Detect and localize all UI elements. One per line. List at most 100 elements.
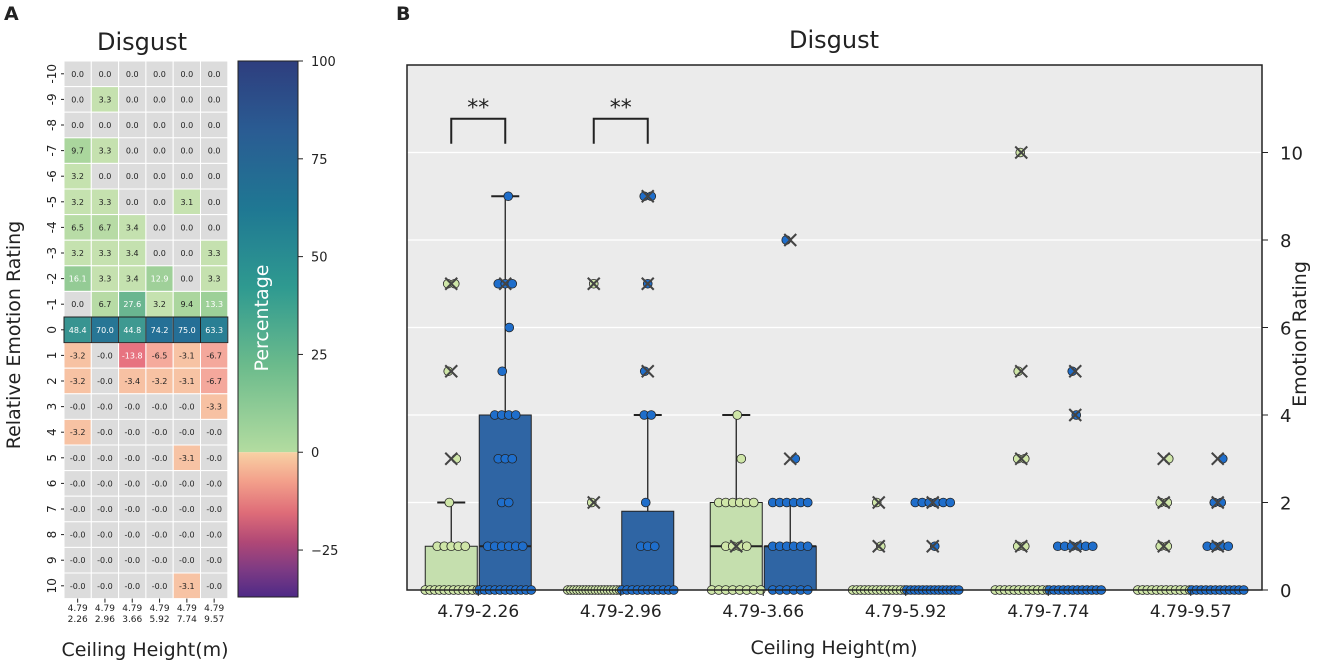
heatmap-cell-label: 0.0 — [99, 121, 112, 130]
heatmap-row-label: 1 — [45, 352, 59, 360]
heatmap-cell — [63, 316, 92, 344]
heatmap-cell-label: 3.4 — [126, 249, 139, 258]
heatmap-cell-label: -13.8 — [122, 351, 143, 360]
heatmap-cell-label: 0.0 — [180, 223, 193, 232]
heatmap-col-label: 9.57 — [204, 615, 224, 625]
heatmap-cell-label: 3.3 — [99, 249, 112, 258]
heatmap-cell — [118, 342, 147, 369]
mean-marker — [1068, 364, 1082, 378]
heatmap-cell-label: 0.0 — [126, 95, 139, 104]
heatmap-cell-label: -0.0 — [179, 505, 195, 514]
heatmap-cell — [145, 393, 174, 420]
heatmap-cell — [200, 521, 229, 548]
heatmap-cell-label: 12.9 — [151, 275, 169, 284]
heatmap-cell-label: -3.1 — [179, 351, 195, 360]
heatmap-cell-label: -0.0 — [179, 428, 195, 437]
heatmap-cell — [200, 265, 229, 292]
heatmap-cell — [118, 239, 147, 267]
data-point — [507, 453, 518, 464]
y-tick-label: 6 — [1280, 319, 1291, 340]
heatmap-cell-label: -0.0 — [206, 479, 222, 488]
data-point — [504, 322, 515, 333]
heatmap-cell-label: 3.3 — [99, 147, 112, 156]
heatmap-cell — [145, 521, 174, 548]
heatmap-cell — [118, 265, 147, 292]
heatmap-cell-label: -0.0 — [97, 377, 113, 386]
heatmap-cell-label: 0.0 — [208, 121, 221, 130]
heatmap-cell — [145, 418, 174, 446]
heatmap-cell-label: 0.0 — [180, 172, 193, 181]
heatmap-cell — [90, 265, 120, 292]
mean-marker — [1014, 364, 1028, 378]
heatmap-cell-label: 0.0 — [126, 70, 139, 79]
heatmap-cell-label: 3.2 — [71, 172, 84, 181]
data-point — [802, 497, 813, 508]
mean-marker — [926, 539, 940, 553]
heatmap-cell-label: 0.0 — [153, 147, 166, 156]
colorbar-label: Percentage — [251, 265, 273, 372]
heatmap-cell — [145, 86, 174, 113]
heatmap-cell-label: 0.0 — [153, 95, 166, 104]
colorbar-tick-label: 100 — [311, 55, 336, 70]
mean-marker — [926, 495, 940, 510]
heatmap-cell — [200, 418, 229, 446]
heatmap-cell-label: 0.0 — [99, 172, 112, 181]
heatmap-cell-label: 9.7 — [71, 147, 84, 156]
boxplot-title: Disgust — [789, 26, 879, 54]
heatmap-title: Disgust — [97, 28, 187, 56]
heatmap-cell-label: 0.0 — [71, 300, 84, 309]
heatmap-cell-label: -3.2 — [152, 377, 168, 386]
heatmap-cell-label: -0.0 — [124, 556, 140, 565]
mean-marker — [1157, 452, 1171, 466]
data-point — [586, 497, 597, 508]
data-point — [1087, 541, 1098, 552]
heatmap-cell — [172, 162, 201, 190]
heatmap-cell — [200, 86, 229, 113]
heatmap-cell — [200, 572, 229, 600]
heatmap-cell-label: 6.7 — [99, 223, 112, 232]
mean-markers — [444, 145, 1225, 553]
mean-marker — [444, 277, 458, 291]
mean-marker — [587, 495, 601, 510]
data-point — [646, 410, 657, 420]
heatmap-cell-label: 3.3 — [208, 249, 221, 258]
heatmap-cell-label: -0.0 — [152, 531, 168, 540]
heatmap-cell-label: -0.0 — [70, 531, 86, 540]
heatmap-cell — [90, 470, 120, 497]
heatmap-row-label: -1 — [45, 298, 59, 310]
heatmap-cell-label: 3.2 — [71, 249, 84, 258]
heatmap-cell-label: 0.0 — [180, 147, 193, 156]
heatmap-cell — [200, 495, 229, 523]
heatmap-cell-label: -0.0 — [97, 351, 113, 360]
heatmap-cell-label: -0.0 — [124, 479, 140, 488]
data-point — [507, 278, 518, 289]
heatmap-cell — [200, 316, 229, 344]
colorbar-ticks: 100 75 50 25 0 −25 — [298, 55, 338, 559]
heatmap-cell — [200, 214, 229, 241]
heatmap-cell — [63, 444, 92, 472]
mean-marker — [1014, 145, 1028, 160]
heatmap-col-label: 2.26 — [68, 615, 88, 625]
heatmap-row-label: 3 — [45, 403, 59, 411]
heatmap-cell-label: 6.7 — [99, 300, 112, 309]
heatmap-cell-label: 0.0 — [208, 223, 221, 232]
heatmap-row-label: 0 — [45, 326, 59, 334]
mean-marker — [641, 189, 655, 203]
mean-marker — [498, 277, 512, 291]
heatmap-col-label: 7.74 — [177, 615, 197, 625]
data-point — [497, 366, 508, 377]
data-point — [517, 541, 528, 552]
heatmap-cell-label: 3.3 — [99, 95, 112, 104]
heatmap-cell-label: 0.0 — [71, 95, 84, 104]
heatmap-cell — [200, 444, 229, 472]
heatmap-cell-label: 3.3 — [99, 198, 112, 207]
heatmap-cell-label: -0.0 — [179, 403, 195, 412]
heatmap-cell — [63, 418, 92, 446]
heatmap-cell-label: -0.0 — [206, 428, 222, 437]
heatmap-cell — [90, 86, 120, 113]
heatmap-row-label: 7 — [45, 505, 59, 513]
significance-bracket — [592, 117, 649, 144]
heatmap-cell-label: 44.8 — [123, 326, 141, 335]
heatmap-cell-label: 3.4 — [126, 223, 139, 232]
mean-marker — [587, 277, 601, 291]
